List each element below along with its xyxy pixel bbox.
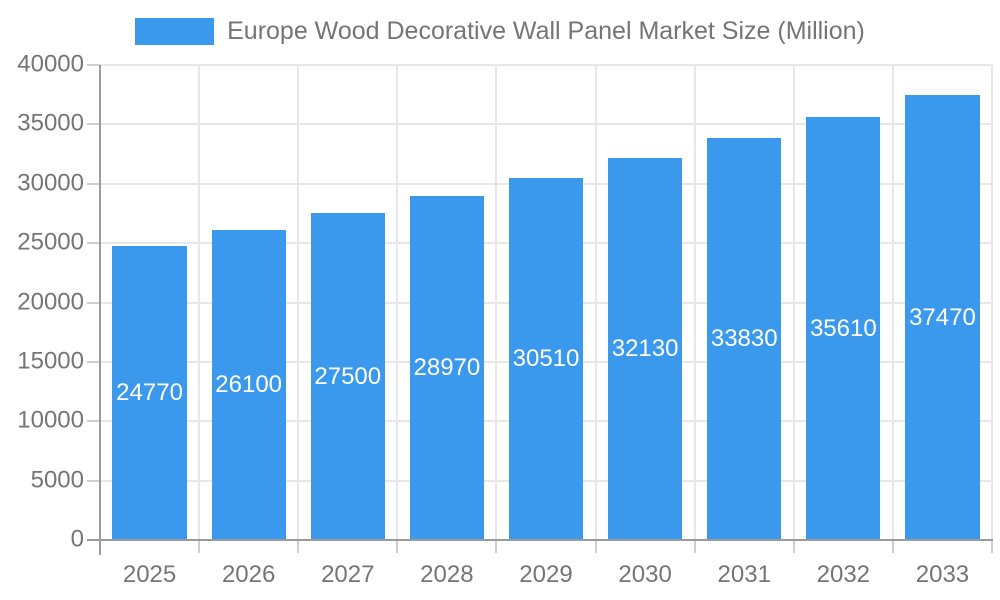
v-gridline <box>297 65 300 540</box>
x-axis-tick-mark <box>594 540 597 553</box>
y-axis-tick-label: 20000 <box>17 287 84 315</box>
x-axis-tick-mark <box>792 540 795 553</box>
y-axis-tick-label: 10000 <box>17 406 84 434</box>
h-gridline <box>100 123 992 126</box>
x-axis-tick-mark <box>991 540 993 553</box>
y-axis-tick-mark <box>87 301 100 304</box>
x-axis-tick-label: 2027 <box>321 561 375 588</box>
bar-value-label: 35610 <box>809 314 877 342</box>
bar <box>211 230 286 540</box>
v-gridline <box>991 65 993 540</box>
v-gridline <box>396 65 399 540</box>
x-axis-tick-mark <box>198 540 201 553</box>
x-axis-tick-label: 2032 <box>816 561 871 588</box>
v-gridline <box>198 65 201 540</box>
y-axis-tick-mark <box>87 420 100 423</box>
bar-value-label: 32130 <box>611 335 679 363</box>
y-axis-tick-label: 25000 <box>17 228 84 256</box>
v-gridline <box>594 65 597 540</box>
x-axis-tick-label: 2025 <box>122 561 177 588</box>
bar-value-label: 28970 <box>413 353 481 381</box>
h-gridline <box>100 64 992 66</box>
x-axis-tick-mark <box>891 540 894 553</box>
legend: Europe Wood Decorative Wall Panel Market… <box>0 16 1000 46</box>
bar <box>905 95 980 540</box>
y-axis-tick-label: 15000 <box>17 347 84 375</box>
bar <box>310 213 385 540</box>
bar-value-label: 27500 <box>314 362 382 390</box>
bar <box>112 245 187 540</box>
x-axis-tick-mark <box>396 540 399 553</box>
x-axis-tick-mark <box>693 540 696 553</box>
x-axis-tick-mark <box>297 540 300 553</box>
y-axis-tick-label: 30000 <box>17 169 84 197</box>
bar-value-label: 37470 <box>909 303 976 331</box>
bar-value-label: 24770 <box>116 378 183 406</box>
y-axis-tick-label: 0 <box>70 525 84 553</box>
bar <box>409 195 485 540</box>
x-axis-tick-label: 2030 <box>618 561 672 588</box>
bar-value-label: 33830 <box>710 325 778 353</box>
v-gridline <box>792 65 795 540</box>
bar <box>806 117 881 540</box>
y-axis-tick-label: 35000 <box>17 109 84 137</box>
y-axis-tick-mark <box>87 242 100 245</box>
y-axis-tick-label: 5000 <box>30 466 84 494</box>
v-gridline <box>495 65 498 540</box>
x-axis-tick-label: 2033 <box>915 561 970 588</box>
x-axis-tick-label: 2026 <box>221 561 276 588</box>
bar <box>707 138 782 540</box>
y-axis-tick-mark <box>87 479 100 482</box>
y-axis-tick-mark <box>87 360 100 363</box>
legend-swatch <box>135 17 215 45</box>
x-axis-tick-label: 2028 <box>420 561 474 588</box>
v-gridline <box>891 65 894 540</box>
y-axis-tick-label: 40000 <box>17 50 84 78</box>
bar-value-label: 26100 <box>215 371 283 399</box>
x-axis-tick-label: 2031 <box>717 561 771 588</box>
y-axis-line <box>99 65 101 555</box>
bar-value-label: 30510 <box>512 344 580 372</box>
y-axis-tick-mark <box>87 64 100 66</box>
x-axis-tick-label: 2029 <box>519 561 573 588</box>
x-axis-tick-mark <box>495 540 498 553</box>
legend-title: Europe Wood Decorative Wall Panel Market… <box>227 17 865 45</box>
bar <box>508 177 584 540</box>
y-axis-tick-mark <box>87 123 100 126</box>
v-gridline <box>693 65 696 540</box>
x-axis-line <box>87 539 993 541</box>
bar <box>607 158 683 540</box>
y-axis-tick-mark <box>87 182 100 185</box>
